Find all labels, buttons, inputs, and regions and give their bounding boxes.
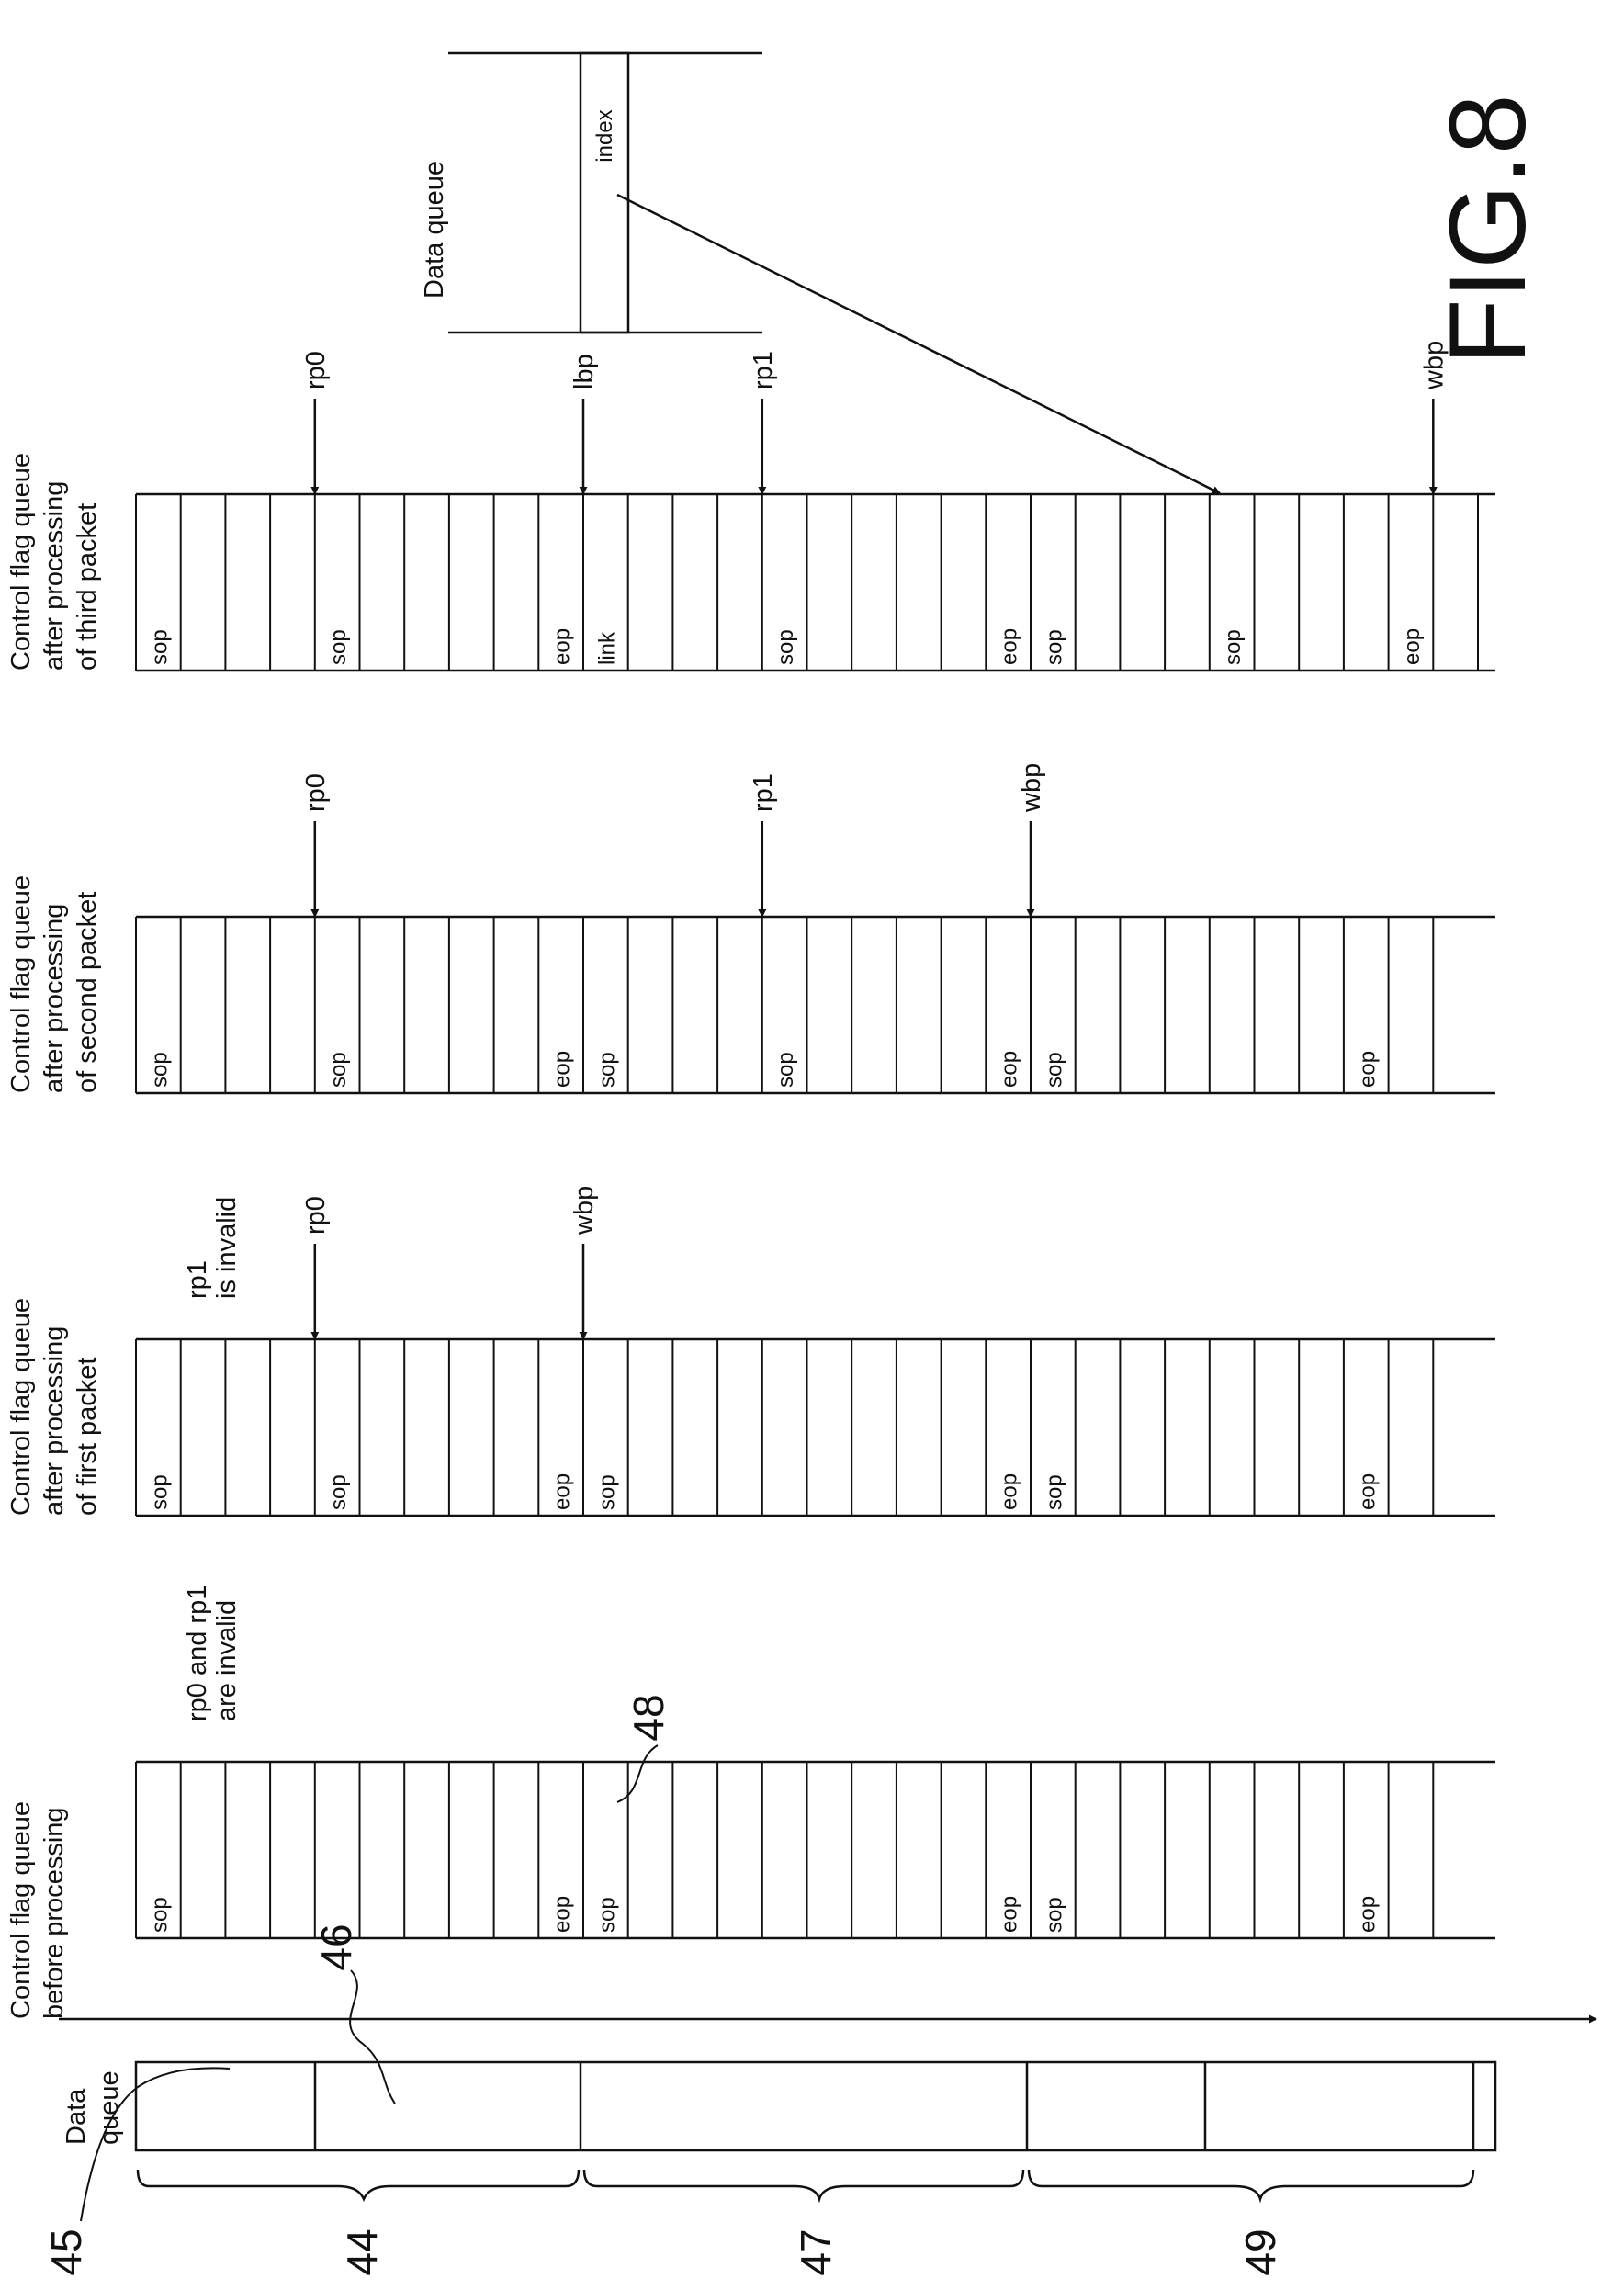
queue-title-line: after processing	[39, 481, 69, 671]
cell-label: sop	[147, 1052, 172, 1088]
cell-label: eop	[550, 1051, 575, 1088]
queue-title-line: Control flag queue	[6, 1298, 36, 1516]
ref-45: 45	[42, 2228, 90, 2275]
cell-label: link	[594, 631, 619, 665]
cell-label: eop	[998, 1896, 1022, 1933]
cell-label: sop	[773, 629, 798, 665]
cell-label: sop	[594, 1897, 619, 1933]
cell-label: sop	[773, 1052, 798, 1088]
queue-title-line: of third packet	[73, 503, 102, 671]
pointer-label-lbp: lbp	[570, 354, 599, 389]
brace-49	[1027, 2169, 1475, 2204]
cell-label: sop	[1042, 1474, 1066, 1510]
reference-numerals: 45 44 47 49 46 48	[42, 1694, 1284, 2275]
cell-label: sop	[147, 629, 172, 665]
queue-title-line: Control flag queue	[6, 1801, 36, 2019]
cell-label: eop	[550, 628, 575, 665]
queue-title-line: Control flag queue	[6, 453, 36, 671]
index-data-queue: Data queue index	[420, 51, 1221, 495]
data-queue: Data queue	[62, 2060, 1497, 2152]
cell-label: sop	[594, 1474, 619, 1510]
ref-49: 49	[1236, 2228, 1284, 2275]
cell-label: eop	[550, 1896, 575, 1933]
ref-44: 44	[338, 2228, 386, 2275]
pointer-label-wbp: wbp	[1419, 341, 1449, 390]
leader-45	[80, 2067, 231, 2222]
pointer-label-rp1: rp1	[749, 351, 778, 389]
cell-label: eop	[998, 1051, 1022, 1088]
pointer-label-wbp: wbp	[570, 1186, 599, 1235]
queue-note-line: rp1	[183, 1260, 212, 1299]
cell-label: sop	[1042, 1052, 1066, 1088]
cell-label: sop	[147, 1897, 172, 1933]
cell-label: sop	[326, 629, 351, 665]
braces	[136, 2169, 1475, 2204]
cell-label: eop	[1355, 1473, 1380, 1510]
cell-label: eop	[1355, 1896, 1380, 1933]
ref-46: 46	[312, 1923, 360, 1970]
cell-label: eop	[998, 1473, 1022, 1510]
data-queue-label-line1: Data	[62, 2088, 91, 2145]
queue-title-line: of first packet	[73, 1358, 102, 1516]
cell-label: sop	[326, 1474, 351, 1510]
ref-48: 48	[625, 1694, 672, 1741]
pointer-label-rp1: rp1	[749, 773, 778, 812]
leader-46	[349, 1969, 396, 2104]
pointer-label-wbp: wbp	[1017, 763, 1046, 813]
queue-title-line: after processing	[39, 1326, 69, 1516]
leader-48	[616, 1744, 659, 1803]
cell-label: eop	[1400, 628, 1425, 665]
queue-title-line: Control flag queue	[6, 875, 36, 1093]
cell-label: sop	[326, 1052, 351, 1088]
queue-note-line: rp0 and rp1	[183, 1585, 212, 1721]
cell-label: sop	[594, 1052, 619, 1088]
pointer-label-rp0: rp0	[301, 351, 331, 389]
cell-label: eop	[1355, 1051, 1380, 1088]
cell-label: eop	[550, 1473, 575, 1510]
cell-label: sop	[1042, 629, 1066, 665]
leader-lines	[80, 1744, 659, 2222]
cell-label: sop	[1042, 1897, 1066, 1933]
queue-note-line: is invalid	[212, 1197, 242, 1299]
ref-47: 47	[792, 2228, 840, 2275]
pointer-label-rp0: rp0	[301, 773, 331, 812]
cell-label: sop	[1221, 629, 1246, 665]
index-field-label: index	[592, 109, 617, 162]
data-queue-label-line2: queue	[95, 2070, 124, 2145]
pointer-label-rp0: rp0	[301, 1196, 331, 1235]
queue-title-line: after processing	[39, 904, 69, 1093]
figure-title: FIG.8	[1427, 94, 1549, 365]
cell-label: eop	[998, 628, 1022, 665]
queue-title-line: of second packet	[73, 892, 102, 1093]
queue-note-line: are invalid	[212, 1600, 242, 1721]
index-data-queue-title: Data queue	[420, 161, 449, 299]
cell-label: sop	[147, 1474, 172, 1510]
queue-title-line: before processing	[39, 1807, 69, 2019]
brace-47	[582, 2169, 1025, 2204]
index-link-arrow	[616, 193, 1221, 495]
brace-44	[136, 2169, 581, 2203]
